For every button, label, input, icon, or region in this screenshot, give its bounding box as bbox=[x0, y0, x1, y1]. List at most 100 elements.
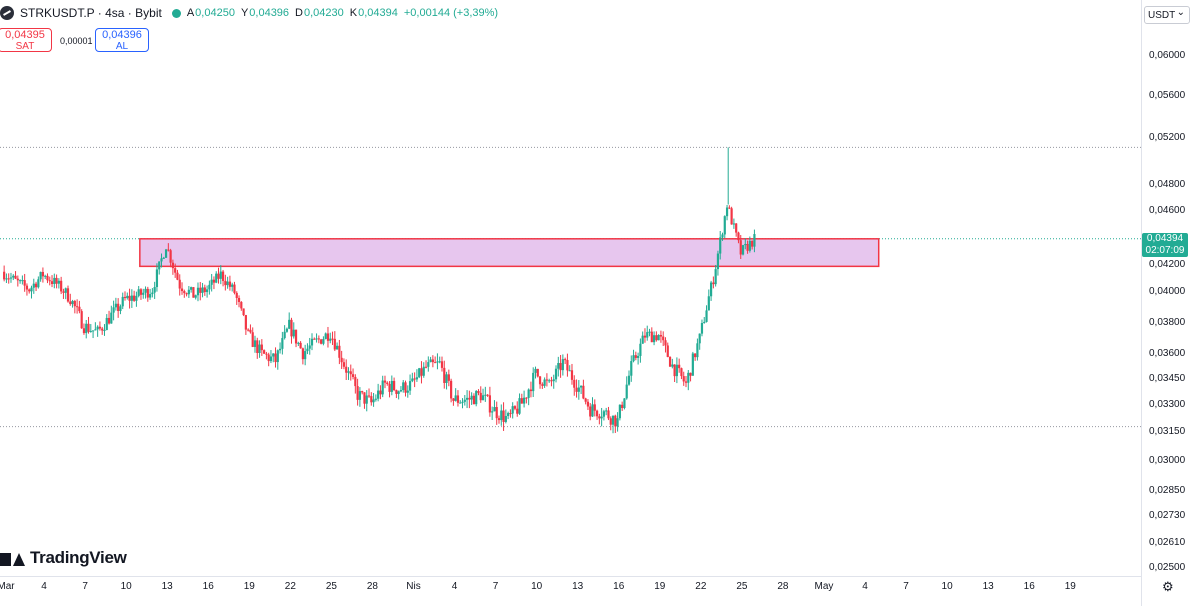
time-tick-label: Mar bbox=[0, 581, 15, 592]
price-tick-label: 0,02500 bbox=[1149, 562, 1186, 573]
sell-price: 0,04395 bbox=[5, 29, 45, 41]
ohlc-open: A0,04250 bbox=[186, 7, 235, 19]
candle bbox=[491, 406, 494, 420]
candle bbox=[495, 401, 498, 425]
candle bbox=[532, 367, 535, 398]
candle bbox=[402, 379, 405, 393]
candle bbox=[265, 351, 268, 360]
supply-zone-rectangle[interactable] bbox=[139, 238, 880, 268]
candle bbox=[304, 344, 307, 366]
candle bbox=[488, 386, 491, 417]
candle bbox=[502, 402, 505, 431]
candle bbox=[538, 375, 542, 389]
candle bbox=[363, 392, 366, 409]
candle bbox=[648, 328, 651, 337]
candle bbox=[602, 409, 606, 421]
candle bbox=[201, 282, 204, 298]
price-tick-label: 0,04200 bbox=[1149, 259, 1186, 270]
candle bbox=[600, 407, 603, 427]
candle bbox=[231, 282, 234, 292]
candle bbox=[281, 331, 284, 355]
currency-select[interactable]: USDT bbox=[1144, 4, 1190, 24]
time-scale[interactable] bbox=[0, 576, 1141, 607]
candle bbox=[121, 292, 124, 310]
candle bbox=[62, 288, 65, 299]
price-tick-label: 0,03800 bbox=[1149, 317, 1186, 328]
candle bbox=[719, 231, 722, 260]
time-tick-label: 4 bbox=[862, 581, 868, 592]
candle bbox=[625, 376, 628, 400]
candle bbox=[646, 325, 649, 341]
candle bbox=[148, 288, 152, 300]
candle bbox=[748, 236, 751, 253]
candle bbox=[206, 285, 209, 298]
time-tick-label: 16 bbox=[202, 581, 214, 592]
price-tick-label: 0,02610 bbox=[1149, 537, 1186, 548]
candle bbox=[673, 364, 676, 383]
candle bbox=[664, 337, 667, 353]
spread-value: 0,00001 bbox=[60, 36, 93, 46]
candle bbox=[187, 286, 190, 298]
candle bbox=[292, 322, 295, 339]
candle bbox=[164, 248, 168, 258]
price-tick-label: 0,03600 bbox=[1149, 348, 1186, 359]
sell-button[interactable]: 0,04395 SAT bbox=[0, 28, 52, 52]
candle bbox=[69, 293, 72, 306]
price-tick-label: 0,05200 bbox=[1149, 132, 1186, 143]
ohlc-close: K0,04394 bbox=[349, 7, 398, 19]
candle bbox=[735, 223, 738, 237]
candle bbox=[21, 275, 24, 285]
candle bbox=[415, 369, 419, 382]
candle bbox=[383, 375, 387, 389]
candle bbox=[575, 379, 578, 398]
candle bbox=[447, 369, 450, 387]
candle bbox=[162, 256, 165, 259]
candle bbox=[73, 299, 76, 314]
candle bbox=[675, 357, 678, 384]
time-tick-label: 7 bbox=[492, 581, 499, 592]
candle bbox=[217, 267, 220, 284]
candle bbox=[50, 275, 54, 288]
candle bbox=[178, 274, 181, 296]
time-tick-label: 22 bbox=[284, 581, 296, 592]
time-tick-label: 7 bbox=[903, 581, 909, 592]
candle bbox=[438, 356, 441, 364]
candle bbox=[294, 329, 298, 348]
buy-button[interactable]: 0,04396 AL bbox=[95, 28, 149, 52]
price-scale[interactable] bbox=[1141, 0, 1199, 606]
candlestick-chart[interactable] bbox=[0, 0, 1141, 576]
symbol-title[interactable]: STRKUSDT.P · 4sa · Bybit bbox=[20, 6, 162, 20]
candle bbox=[543, 377, 546, 388]
symbol-legend: STRKUSDT.P · 4sa · Bybit A0,04250 Y0,043… bbox=[0, 6, 498, 20]
candle bbox=[452, 398, 455, 406]
candle bbox=[705, 305, 708, 323]
candle bbox=[388, 381, 391, 398]
candle bbox=[671, 358, 674, 369]
time-tick-label: 25 bbox=[736, 581, 748, 592]
candle bbox=[459, 400, 462, 404]
candle bbox=[55, 274, 58, 289]
candle bbox=[541, 382, 544, 389]
tradingview-logo[interactable]: TradingView bbox=[0, 548, 127, 568]
candle bbox=[180, 282, 184, 295]
last-price-value: 0,04394 bbox=[1146, 233, 1184, 244]
candle bbox=[379, 385, 382, 400]
price-tick-label: 0,02730 bbox=[1149, 510, 1186, 521]
candle bbox=[741, 244, 745, 256]
candle bbox=[728, 205, 731, 210]
chart-pane[interactable] bbox=[0, 0, 1141, 576]
candle bbox=[566, 353, 569, 377]
candle bbox=[30, 285, 33, 299]
candle bbox=[564, 357, 567, 365]
candle bbox=[657, 334, 660, 341]
candle bbox=[687, 369, 690, 391]
candle bbox=[440, 356, 444, 372]
buy-price: 0,04396 bbox=[102, 29, 142, 41]
candle bbox=[393, 377, 396, 392]
price-tick-label: 0,06000 bbox=[1149, 50, 1186, 61]
candle bbox=[607, 406, 610, 421]
candle bbox=[399, 386, 403, 393]
candle bbox=[390, 375, 393, 396]
candle bbox=[310, 333, 314, 351]
settings-gear-icon[interactable]: ⚙ bbox=[1162, 579, 1174, 594]
